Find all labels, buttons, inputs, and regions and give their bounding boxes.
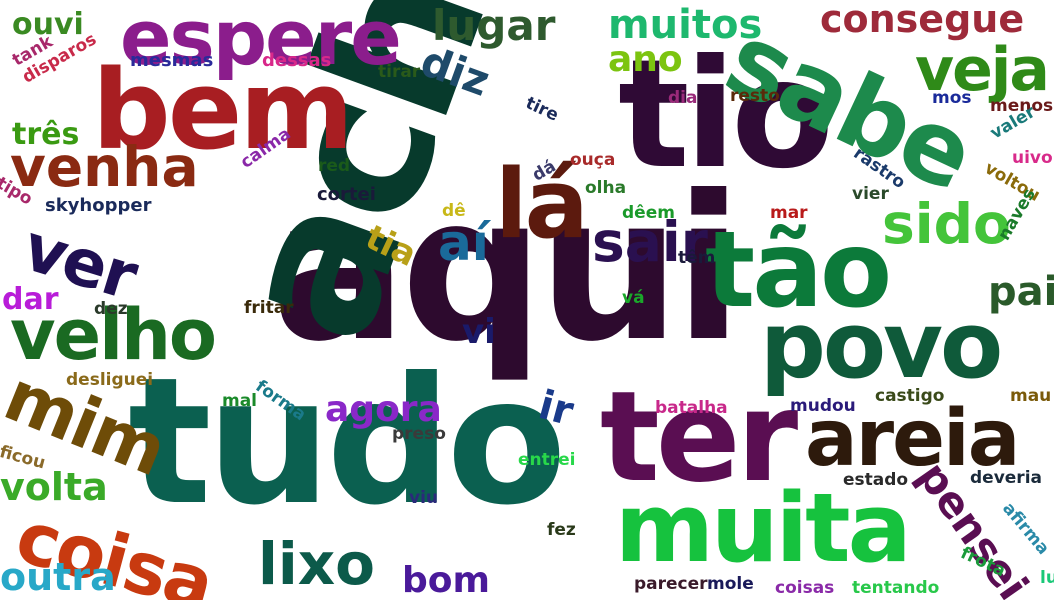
word-59: skyhopper: [45, 195, 152, 216]
word-31: agora: [325, 389, 442, 430]
word-8: muita: [615, 474, 912, 584]
word-88: coisas: [775, 578, 835, 598]
word-38: vi: [462, 312, 496, 352]
word-27: consegue: [820, 0, 1025, 41]
word-5: espere: [120, 0, 402, 82]
word-71: desliguei: [66, 370, 154, 390]
word-33: bom: [402, 560, 491, 600]
word-42: mesmas: [130, 50, 214, 71]
word-4: bem: [92, 46, 354, 174]
word-56: ouça: [570, 150, 616, 170]
word-76: mau: [1010, 386, 1052, 406]
word-62: vier: [852, 184, 889, 204]
word-68: dez: [94, 299, 128, 319]
word-51: uivo: [1012, 148, 1053, 168]
word-45: tire: [522, 93, 562, 126]
word-63: dê: [442, 201, 466, 221]
word-78: preso: [392, 424, 446, 444]
word-10: povo: [760, 292, 1003, 399]
word-36: dar: [2, 282, 59, 317]
word-26: muitos: [608, 2, 763, 48]
word-80: entrei: [518, 450, 576, 470]
word-65: mar: [770, 203, 808, 223]
word-47: resto: [730, 86, 780, 106]
word-44: tirar: [378, 62, 421, 82]
word-19: veja: [915, 35, 1050, 105]
word-35: volta: [0, 465, 108, 509]
word-29: ouvi: [12, 7, 84, 42]
word-0: aqui: [272, 153, 743, 386]
word-39: pai: [988, 269, 1054, 315]
word-69: fritar: [244, 298, 294, 318]
word-87: mole: [707, 574, 754, 594]
word-12: lá: [495, 150, 589, 260]
word-61: olha: [585, 178, 627, 198]
word-81: estado: [843, 470, 909, 490]
word-18: sido: [882, 192, 1011, 256]
word-74: mudou: [790, 396, 856, 416]
word-49: menos: [990, 96, 1054, 116]
word-22: lixo: [258, 530, 376, 598]
word-85: fez: [547, 520, 576, 540]
word-91: luta: [1040, 568, 1054, 588]
word-66: têm: [678, 248, 716, 268]
word-77: batalha: [655, 398, 728, 418]
word-20: sair: [592, 210, 708, 274]
word-3: tio: [618, 28, 834, 202]
word-82: deveria: [970, 468, 1042, 488]
word-34: outra: [0, 555, 116, 599]
word-46: dia: [668, 88, 698, 108]
word-70: vá: [622, 288, 645, 308]
word-73: mal: [222, 391, 258, 411]
word-60: cortei: [317, 184, 376, 205]
word-64: dêem: [622, 203, 675, 223]
word-9: tão: [705, 209, 892, 331]
word-84: viu: [409, 488, 439, 508]
word-21: aí: [438, 214, 489, 272]
word-7: ter: [600, 365, 798, 510]
word-48: mos: [932, 88, 972, 108]
word-86: parecer: [634, 574, 708, 594]
word-11: areia: [805, 394, 1020, 484]
word-43: dessas: [262, 50, 332, 71]
word-75: castigo: [875, 386, 945, 406]
word-14: velho: [10, 294, 217, 376]
word-55: red: [318, 156, 351, 176]
word-24: lugar: [432, 1, 556, 50]
word-15: venha: [10, 135, 199, 199]
word-28: ano: [608, 39, 683, 80]
word-30: três: [12, 117, 80, 152]
word-2: tudo: [128, 341, 567, 544]
word-89: tentando: [852, 578, 940, 598]
